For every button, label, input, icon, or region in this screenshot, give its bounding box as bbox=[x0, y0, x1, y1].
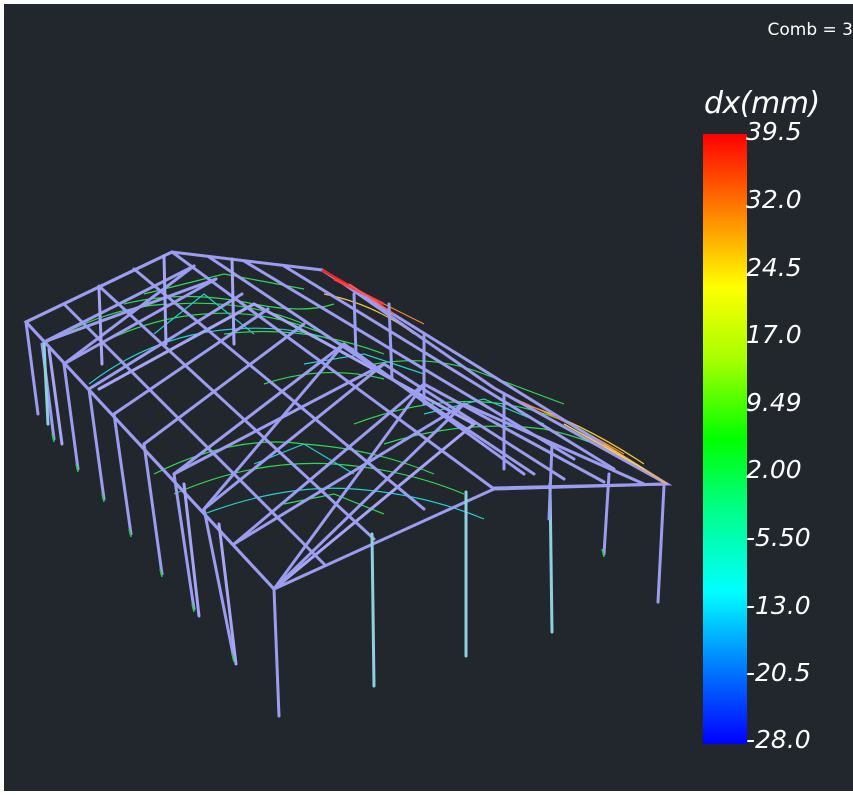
roof-members bbox=[23, 250, 673, 591]
high-displacement-members bbox=[321, 268, 668, 485]
legend-tick: 32.0 bbox=[746, 185, 802, 214]
frame-model[interactable] bbox=[4, 4, 853, 791]
3d-viewport[interactable]: Comb = 3 dx(mm) 39.5 32.0 24.5 17.0 9.49… bbox=[4, 4, 853, 791]
legend-tick: 2.00 bbox=[746, 455, 802, 484]
legend-tick: -13.0 bbox=[746, 591, 811, 620]
legend-tick: -5.50 bbox=[746, 523, 811, 552]
legend-title: dx(mm) bbox=[704, 86, 820, 121]
legend-tick: 9.49 bbox=[746, 388, 802, 417]
legend-tick: 17.0 bbox=[746, 320, 802, 349]
legend-tick: 24.5 bbox=[746, 253, 802, 282]
legend-tick: -28.0 bbox=[746, 725, 811, 754]
columns bbox=[24, 254, 666, 718]
supports bbox=[51, 433, 605, 663]
legend-tick: -20.5 bbox=[746, 658, 811, 687]
load-combination-label: Comb = 3 bbox=[767, 20, 853, 40]
colorbar bbox=[703, 134, 747, 744]
legend-tick: 39.5 bbox=[746, 117, 802, 146]
